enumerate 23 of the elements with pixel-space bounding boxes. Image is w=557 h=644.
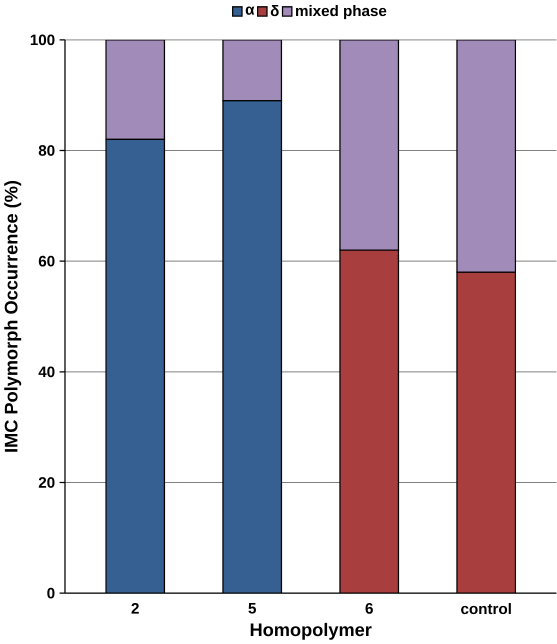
bar — [456, 40, 516, 273]
bar — [456, 272, 516, 594]
x-tick-label: control — [461, 603, 511, 614]
y-tick-label: 80 — [38, 145, 54, 156]
bar — [340, 250, 398, 594]
y-axis-title: IMC Polymorph Occurrence (%) — [4, 180, 22, 452]
x-tick-label: 6 — [366, 603, 373, 614]
legend-label: δ — [270, 5, 279, 16]
bar — [339, 40, 400, 251]
y-tick-label: 0 — [47, 588, 54, 599]
x-tick-label: 5 — [248, 603, 256, 614]
bar — [105, 40, 166, 140]
y-tick-label: 40 — [38, 366, 54, 378]
bar — [106, 139, 164, 594]
y-tick-label: 20 — [38, 477, 54, 488]
legend-label: α — [246, 6, 254, 15]
legend-label: mixed phase — [296, 5, 386, 20]
x-axis-title: Homopolymer — [250, 622, 372, 640]
y-tick-label: 60 — [38, 256, 54, 267]
bar — [222, 100, 282, 594]
bar — [222, 40, 282, 102]
y-tick-label: 100 — [30, 34, 54, 46]
x-tick-label: 2 — [131, 603, 139, 614]
